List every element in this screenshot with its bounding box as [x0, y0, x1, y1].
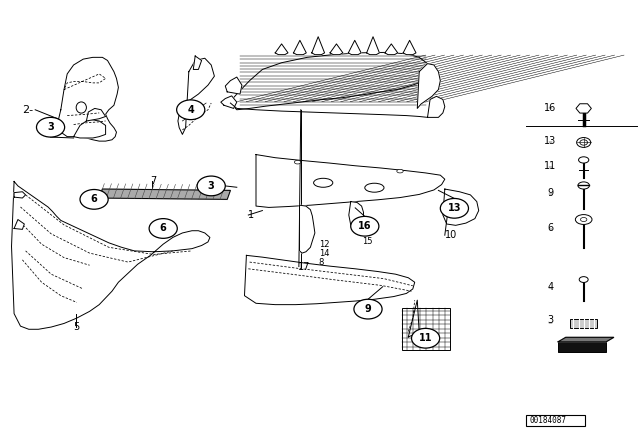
Ellipse shape [578, 182, 589, 189]
Text: 17: 17 [298, 262, 310, 271]
Circle shape [149, 219, 177, 238]
Text: 13: 13 [447, 203, 461, 213]
Text: 10: 10 [445, 230, 457, 240]
Ellipse shape [575, 215, 592, 224]
Circle shape [354, 299, 382, 319]
Text: 12: 12 [319, 240, 329, 249]
Ellipse shape [314, 178, 333, 187]
Ellipse shape [577, 138, 591, 147]
Polygon shape [576, 104, 591, 113]
Ellipse shape [294, 160, 301, 164]
Polygon shape [178, 58, 214, 134]
Polygon shape [58, 57, 118, 141]
Text: 9: 9 [365, 304, 371, 314]
Polygon shape [300, 205, 315, 253]
Polygon shape [221, 96, 237, 108]
FancyBboxPatch shape [526, 415, 585, 426]
Text: 5: 5 [74, 322, 80, 332]
Polygon shape [275, 44, 288, 55]
Ellipse shape [76, 102, 86, 113]
Text: 16: 16 [544, 103, 556, 112]
Polygon shape [230, 52, 430, 110]
Polygon shape [294, 40, 307, 55]
Text: 6: 6 [547, 224, 554, 233]
Text: 1: 1 [248, 210, 255, 220]
Ellipse shape [579, 157, 589, 163]
Bar [402, 308, 450, 350]
Text: 6: 6 [91, 194, 97, 204]
Polygon shape [558, 337, 614, 342]
Ellipse shape [397, 169, 403, 173]
Text: 7: 7 [150, 177, 157, 186]
Bar [570, 319, 597, 328]
Ellipse shape [579, 276, 588, 282]
Text: 13: 13 [544, 136, 556, 146]
Ellipse shape [365, 183, 384, 192]
Text: 8: 8 [319, 258, 324, 267]
Polygon shape [244, 255, 415, 305]
Text: 9: 9 [547, 188, 554, 198]
Text: 4: 4 [547, 282, 554, 292]
Text: 11: 11 [419, 333, 433, 343]
Polygon shape [99, 189, 230, 199]
Polygon shape [403, 40, 416, 55]
Polygon shape [12, 181, 210, 329]
Text: 14: 14 [319, 249, 329, 258]
Circle shape [351, 216, 379, 236]
Polygon shape [367, 37, 380, 55]
Ellipse shape [580, 217, 587, 221]
Polygon shape [14, 192, 26, 198]
Polygon shape [385, 44, 397, 55]
Polygon shape [193, 56, 202, 69]
Circle shape [197, 176, 225, 196]
Circle shape [440, 198, 468, 218]
Polygon shape [225, 77, 242, 94]
Text: 3: 3 [47, 122, 54, 132]
Polygon shape [330, 44, 343, 55]
Text: 2-: 2- [22, 105, 33, 115]
Polygon shape [349, 202, 364, 228]
Text: 11: 11 [544, 161, 556, 171]
Circle shape [177, 100, 205, 120]
Polygon shape [417, 64, 440, 108]
Text: 3: 3 [547, 315, 554, 325]
Text: 16: 16 [358, 221, 372, 231]
Polygon shape [443, 189, 479, 225]
Polygon shape [74, 120, 106, 138]
Text: 15: 15 [362, 237, 372, 246]
Circle shape [412, 328, 440, 348]
Text: 6: 6 [160, 224, 166, 233]
Polygon shape [348, 40, 361, 55]
Text: 3: 3 [208, 181, 214, 191]
Ellipse shape [580, 140, 588, 145]
Polygon shape [256, 155, 445, 207]
Polygon shape [312, 37, 324, 55]
Bar [558, 342, 606, 352]
Polygon shape [14, 220, 24, 229]
Circle shape [80, 190, 108, 209]
Circle shape [36, 117, 65, 137]
Polygon shape [428, 96, 445, 117]
Polygon shape [408, 300, 419, 337]
Text: 4: 4 [188, 105, 194, 115]
Polygon shape [86, 108, 106, 121]
Text: 00184087: 00184087 [530, 416, 567, 425]
